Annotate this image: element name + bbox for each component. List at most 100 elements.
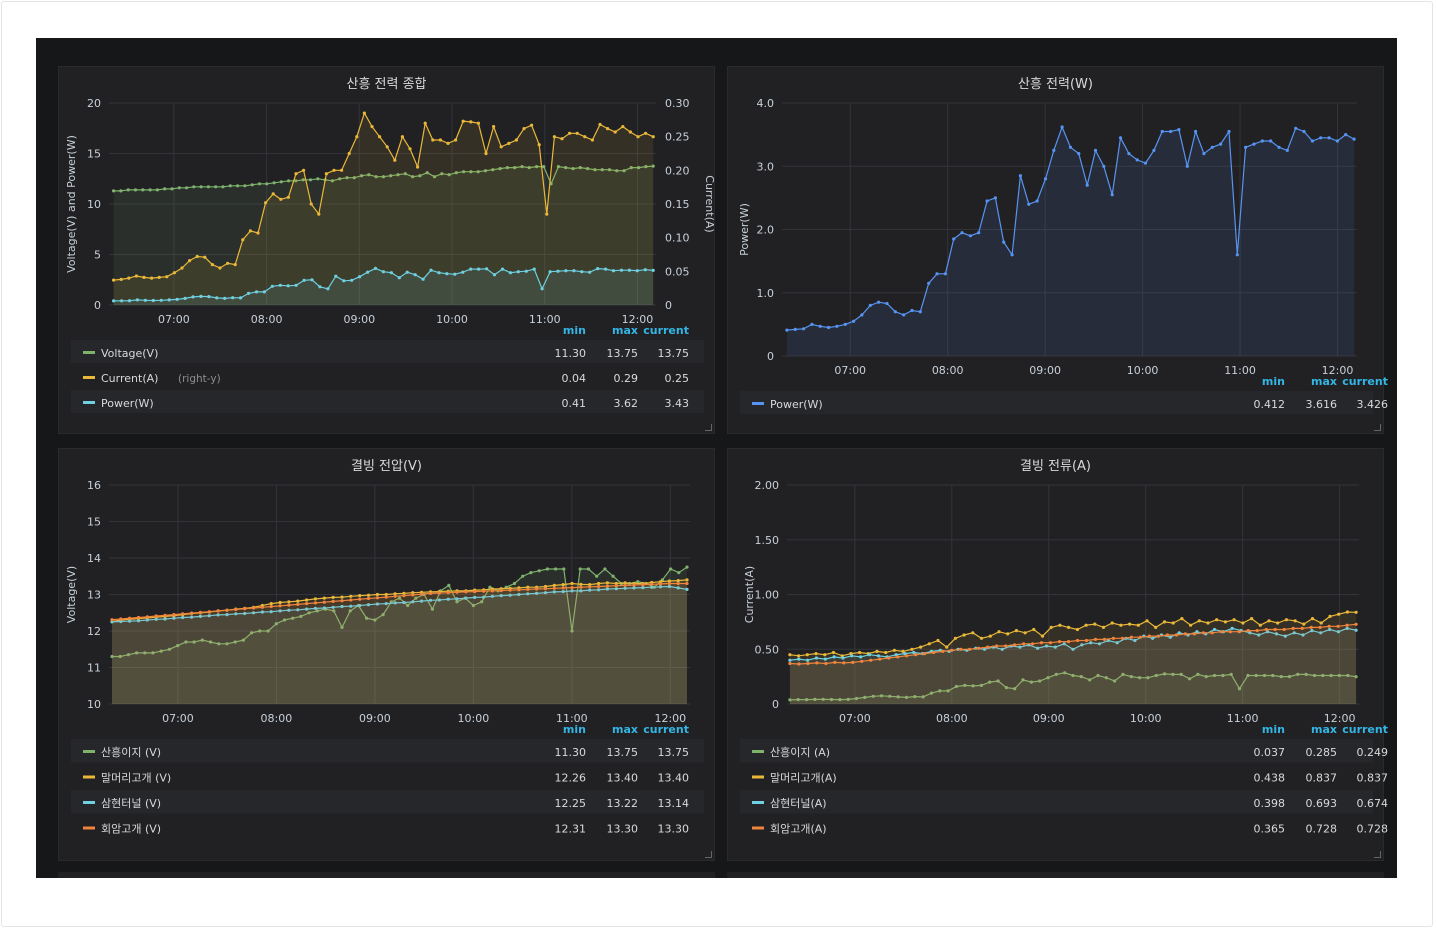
data-point [529,571,533,575]
data-point [482,589,486,593]
data-point [207,295,211,299]
panel-title[interactable]: 산흥 전력(W) [1018,77,1093,92]
data-point [1111,636,1115,640]
data-point [1177,128,1181,132]
x-tick-label: 11:00 [556,712,588,725]
data-point [651,164,655,168]
data-point [977,646,981,650]
legend-swatch[interactable] [83,826,95,830]
data-point [199,185,203,189]
data-point [918,310,922,314]
data-point [543,587,548,591]
data-point [1145,619,1149,623]
resize-handle[interactable] [705,424,712,431]
data-point [1027,202,1031,206]
y-tick-label: 2.00 [755,479,780,492]
series-area [112,579,687,704]
x-tick-label: 10:00 [1130,712,1162,725]
legend-swatch[interactable] [752,801,764,804]
data-point [894,653,898,657]
data-point [1310,629,1314,633]
resize-handle[interactable] [1374,424,1381,431]
data-point [313,606,317,610]
data-point [1138,676,1142,680]
data-point [1085,183,1089,187]
data-point [796,698,800,702]
data-point [133,188,138,192]
x-tick-label: 10:00 [436,313,468,326]
data-point [644,131,648,135]
data-point [492,273,497,277]
legend-swatch[interactable] [752,826,764,830]
data-point [1171,621,1175,625]
data-point [340,168,344,172]
data-point [829,697,834,702]
data-point [310,278,314,282]
data-point [560,137,564,141]
data-point [191,295,195,299]
data-point [250,183,254,187]
legend-swatch[interactable] [83,801,95,804]
data-point [1071,673,1075,678]
legend-series-name: Power(W) [101,397,154,410]
data-point [1183,632,1187,636]
resize-handle[interactable] [705,851,712,858]
data-point [993,196,997,200]
data-point [1013,643,1017,647]
data-point [985,199,989,203]
data-point [447,173,451,177]
data-point [823,657,827,661]
panel-title[interactable]: 결빙 전압(V) [350,459,422,474]
data-point [274,622,278,626]
data-point [154,617,158,621]
data-point [309,202,313,206]
legend-swatch[interactable] [83,401,95,404]
data-point [932,650,936,655]
legend-swatch[interactable] [752,402,764,405]
data-point [605,581,610,585]
data-point [135,651,139,655]
data-point [805,653,809,657]
y2-tick-label: 0.15 [665,198,690,211]
legend-series-name: Voltage(V) [101,347,158,360]
data-point [159,649,163,653]
data-point [527,166,531,170]
legend-swatch[interactable] [83,775,95,779]
data-point [234,607,238,612]
data-point [163,613,167,617]
data-point [228,184,232,188]
data-point [287,179,291,183]
legend-header: current [1342,375,1388,388]
data-point [636,580,640,584]
legend-series-name: 말머리고개 (V) [101,772,171,785]
data-point [950,648,954,652]
legend-value-current: 13.14 [658,797,690,810]
x-tick-label: 12:00 [1322,364,1354,377]
panel-title[interactable]: 결빙 전류(A) [1019,459,1091,474]
legend-swatch[interactable] [83,351,95,354]
data-point [676,579,680,583]
x-tick-label: 11:00 [1227,712,1259,725]
data-point [860,313,864,317]
data-point [143,298,147,302]
legend-swatch[interactable] [83,750,95,753]
data-point [561,586,565,590]
data-point [1192,632,1196,636]
data-point [637,166,641,170]
legend-swatch[interactable] [752,750,764,753]
legend-swatch[interactable] [752,775,764,779]
resize-handle[interactable] [1374,851,1381,858]
panel-title[interactable]: 산흥 전력 종합 [346,77,427,92]
data-point [635,269,639,273]
data-point [982,647,987,651]
data-point [651,135,655,139]
data-point [358,603,362,608]
data-point [1165,633,1169,637]
data-point [953,636,957,640]
data-point [632,586,636,590]
data-point [469,170,473,174]
data-point [145,615,149,619]
data-point [198,614,202,618]
data-point [556,165,560,169]
legend-swatch[interactable] [83,376,95,379]
